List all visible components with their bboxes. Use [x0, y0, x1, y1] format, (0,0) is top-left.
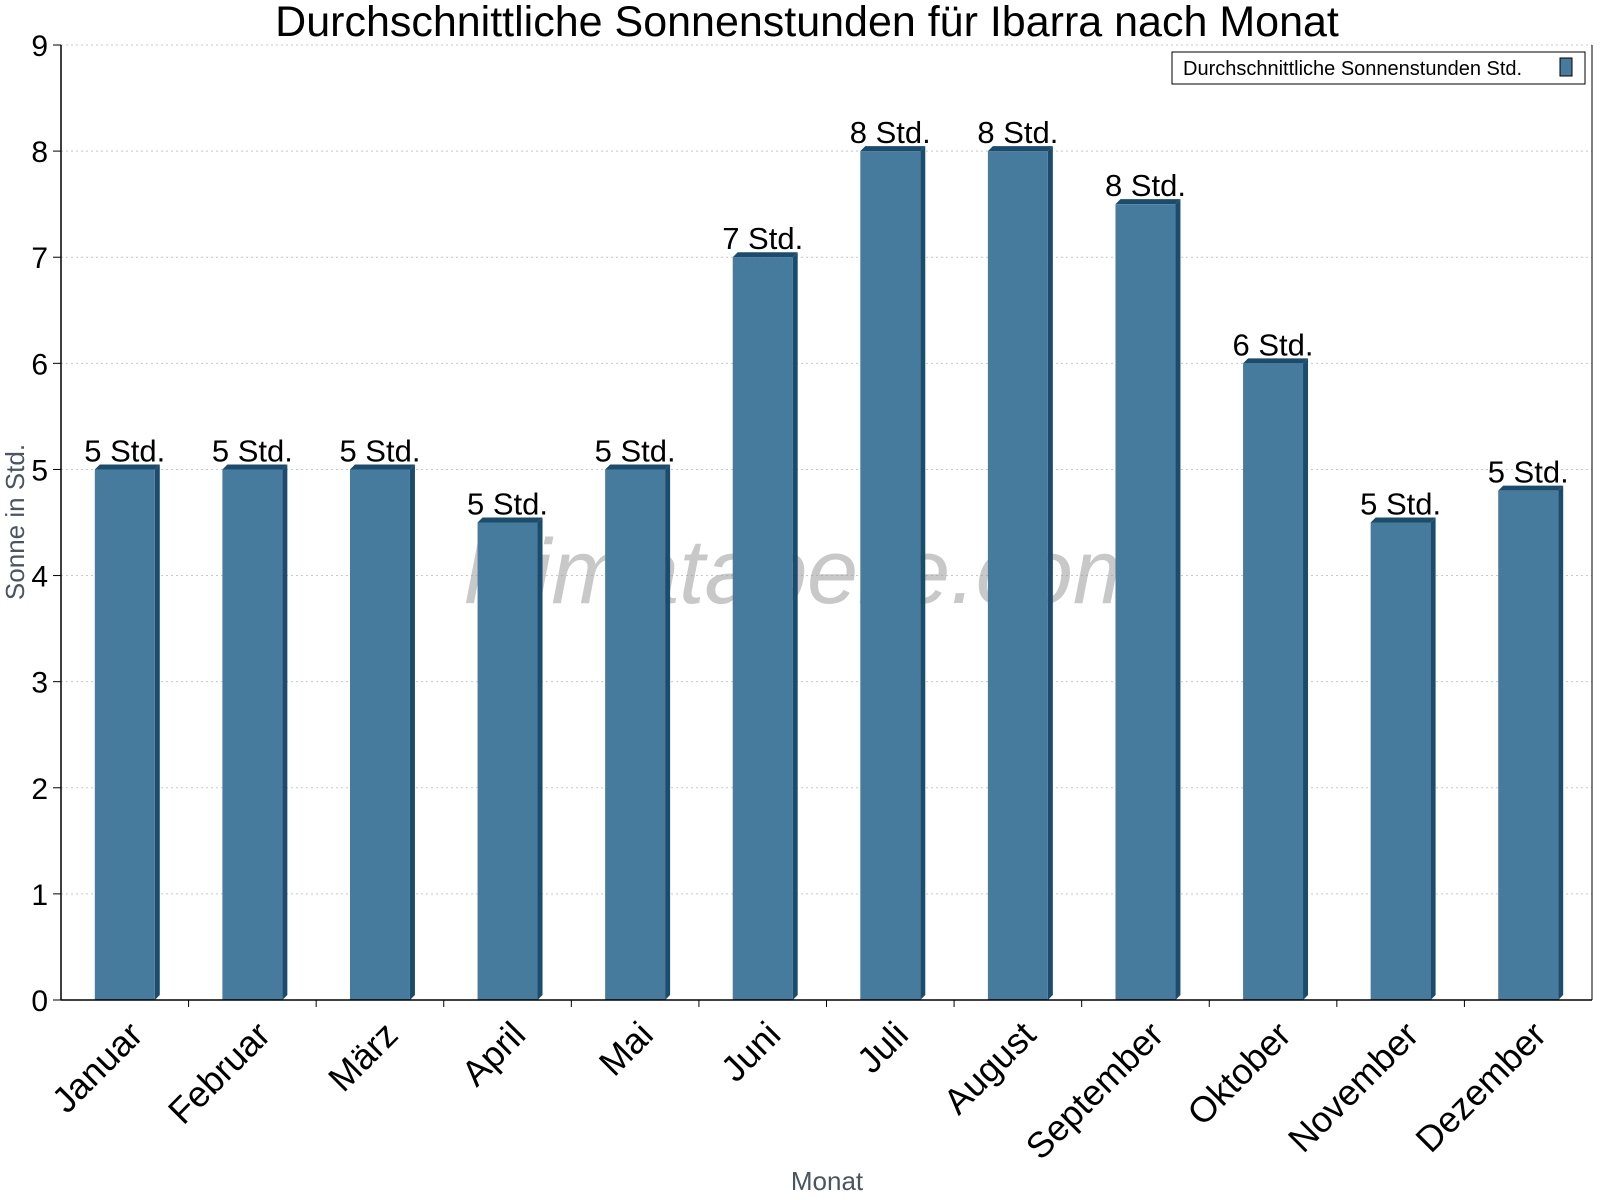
- bar-side: [409, 464, 415, 1000]
- bar-side: [1175, 199, 1181, 1000]
- y-tick-label: 8: [31, 136, 48, 169]
- y-tick-label: 0: [31, 985, 48, 1018]
- bar-top: [732, 252, 798, 258]
- bar: [222, 469, 283, 1000]
- x-tick-label: Oktober: [1179, 1014, 1299, 1134]
- bar-side: [282, 464, 288, 1000]
- bar-value-label: 5 Std.: [1488, 455, 1569, 490]
- bar-value-label: 5 Std.: [1360, 487, 1441, 522]
- bar-value-label: 8 Std.: [977, 115, 1058, 150]
- bar: [860, 151, 921, 1001]
- bar-side: [1303, 358, 1309, 1000]
- bar-side: [1430, 517, 1436, 1000]
- x-axis-title: Monat: [791, 1166, 864, 1196]
- x-tick-labels: Januar Februar März April Mai Juni Juli AugustS…: [44, 1000, 1554, 1167]
- bar-side: [1047, 146, 1053, 1001]
- bar-top: [605, 464, 671, 470]
- bar-value-label: 5 Std.: [467, 487, 548, 522]
- bar-value-label: 8 Std.: [1105, 168, 1186, 203]
- bar-top: [94, 464, 160, 470]
- legend-box: [1171, 51, 1586, 85]
- gridlines: [61, 44, 1592, 895]
- x-tick-label: März: [320, 1014, 406, 1100]
- bar-value-label: 5 Std.: [339, 433, 420, 468]
- y-tick-label: 2: [31, 773, 48, 806]
- x-tick-label: November: [1280, 1014, 1426, 1160]
- bar-side: [920, 146, 926, 1001]
- bar: [477, 522, 538, 1000]
- bar-top: [860, 146, 926, 152]
- legend: Durchschnittliche Sonnenstunden Std.: [1171, 51, 1586, 85]
- bar-value-label: 5 Std.: [595, 433, 676, 468]
- bar-top: [1498, 485, 1564, 491]
- y-tick-label: 9: [31, 30, 48, 63]
- x-tick-label: Februar: [160, 1014, 278, 1132]
- x-tick-label: August: [935, 1014, 1043, 1122]
- bar-top: [1115, 199, 1181, 205]
- x-tick-label: April: [453, 1014, 533, 1094]
- bar-value-label: 5 Std.: [212, 433, 293, 468]
- x-tick-label: September: [1018, 1014, 1172, 1168]
- bar-top: [477, 517, 543, 523]
- x-tick-label: Juli: [849, 1014, 916, 1081]
- bar-side: [537, 517, 543, 1000]
- bar-value-label: 5 Std.: [84, 433, 165, 468]
- y-tick-label: 4: [31, 561, 48, 594]
- bar: [987, 151, 1048, 1001]
- bar: [1115, 204, 1176, 1000]
- x-tick-label: Mai: [591, 1014, 661, 1084]
- y-tick-label: 5: [31, 454, 48, 487]
- bar-side: [1558, 485, 1564, 1001]
- bar-value-label: 8 Std.: [850, 115, 931, 150]
- y-tick-label: 1: [31, 879, 48, 912]
- bar-side: [154, 464, 160, 1000]
- bar-top: [987, 146, 1053, 152]
- y-tick-labels: 0 1 2 3 4 5 6 7 8 9: [31, 30, 61, 1018]
- bar: [732, 257, 793, 1000]
- bar-side: [792, 252, 798, 1000]
- chart-title: Durchschnittliche Sonnenstunden für Ibar…: [275, 0, 1339, 46]
- y-tick-label: 7: [31, 242, 48, 275]
- bar-top: [1243, 358, 1309, 364]
- bars: 5 Std. 5 Std. 5 Std. 5 Std. 5 Std. 7 Std. 8 St…: [84, 115, 1569, 1001]
- x-tick-label: Dezember: [1407, 1014, 1553, 1160]
- bar-value-label: 6 Std.: [1233, 327, 1314, 362]
- bar-top: [349, 464, 415, 470]
- y-axis-title: Sonne in Std.: [0, 444, 30, 600]
- bar: [1370, 522, 1431, 1000]
- legend-label: Durchschnittliche Sonnenstunden Std.: [1183, 58, 1522, 80]
- bar-value-label: 7 Std.: [722, 221, 803, 256]
- y-tick-label: 6: [31, 348, 48, 381]
- y-tick-label: 3: [31, 667, 48, 700]
- bar-top: [1370, 517, 1436, 523]
- bar: [605, 469, 666, 1000]
- bar: [1243, 363, 1304, 1000]
- bar: [1498, 490, 1559, 1000]
- bar: [94, 469, 155, 1000]
- x-tick-label: Juni: [713, 1014, 789, 1090]
- legend-swatch: [1559, 57, 1573, 77]
- bar-top: [222, 464, 288, 470]
- x-tick-label: Januar: [44, 1014, 151, 1121]
- bar-side: [665, 464, 671, 1000]
- bar: [349, 469, 410, 1000]
